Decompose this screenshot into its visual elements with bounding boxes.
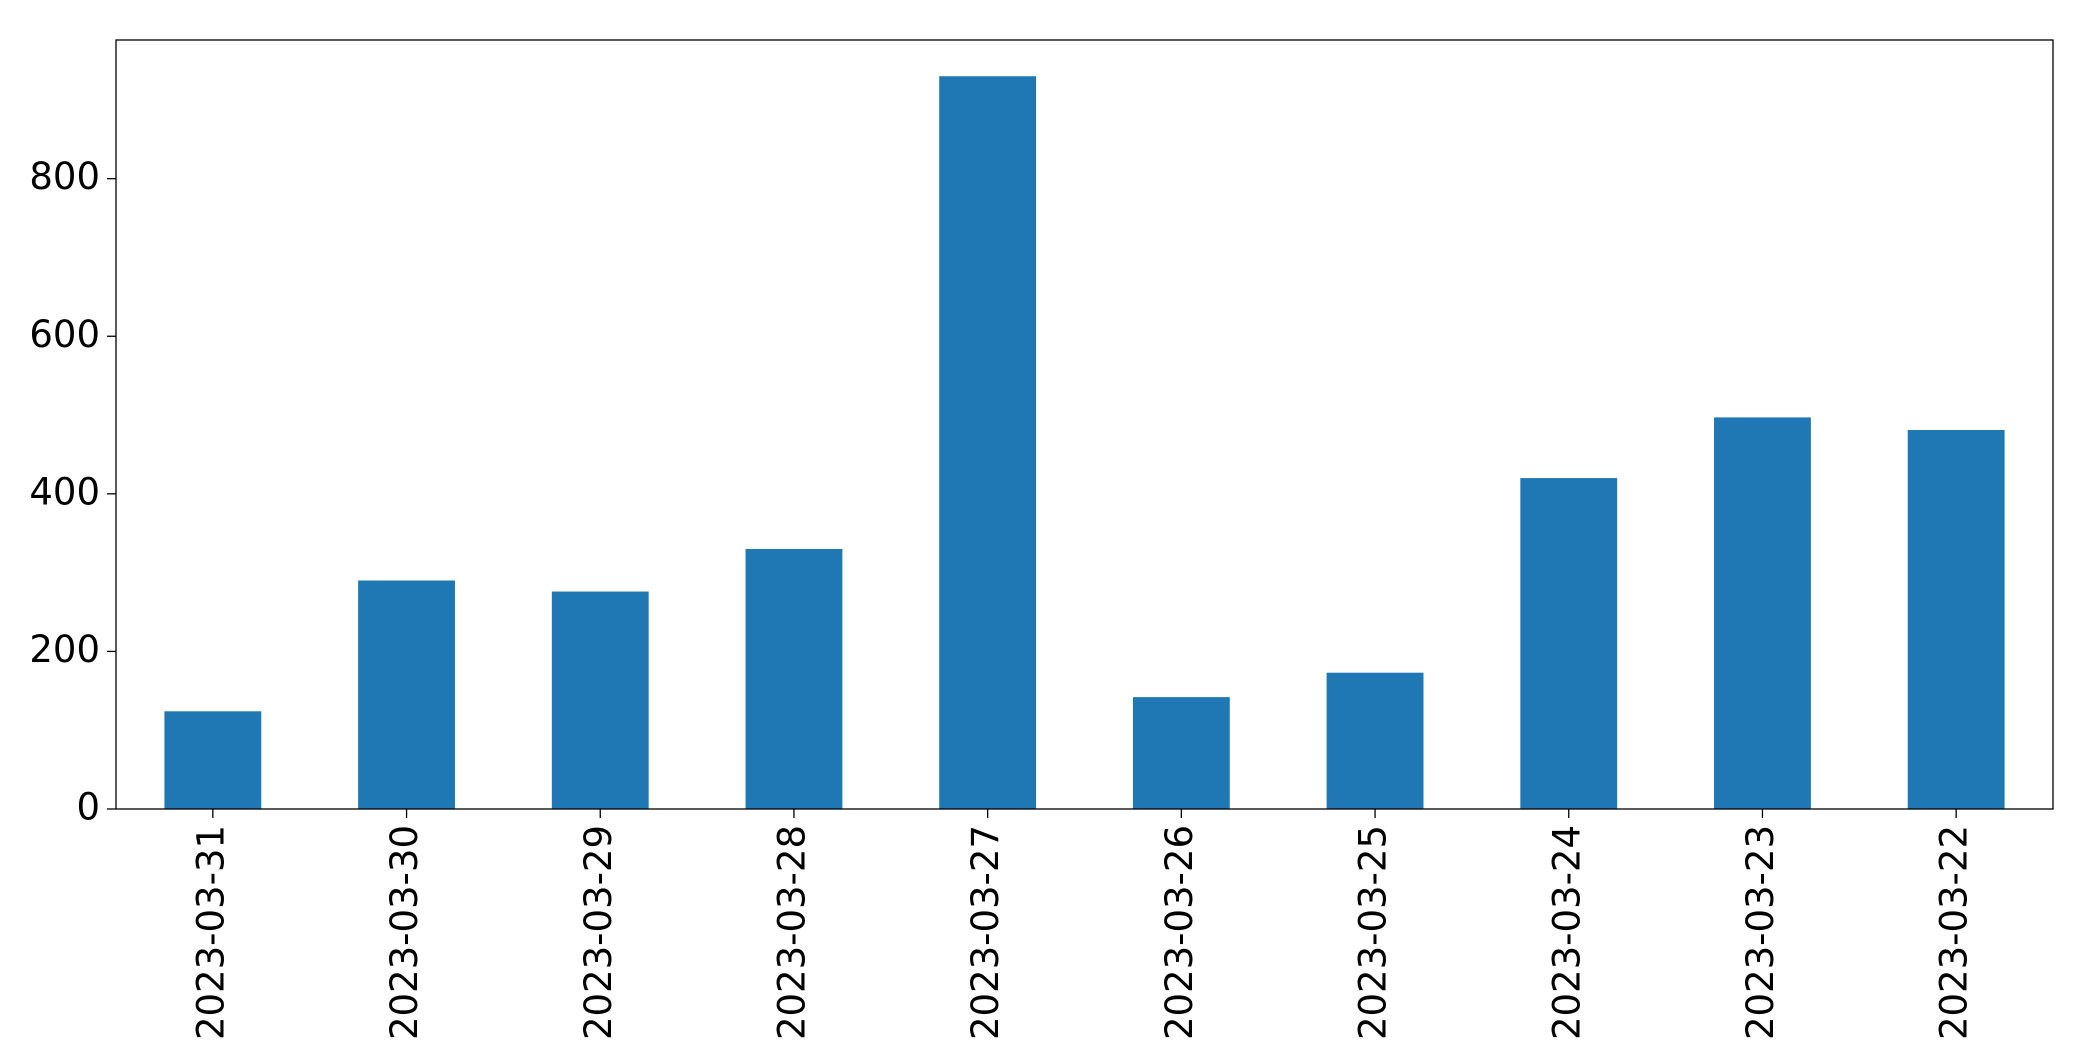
x-tick-label: 2023-03-25 (1352, 825, 1395, 1040)
x-tick-label: 2023-03-24 (1545, 825, 1588, 1040)
y-tick-label: 800 (29, 155, 100, 198)
x-tick-label: 2023-03-31 (189, 825, 232, 1040)
x-tick-label: 2023-03-28 (770, 825, 813, 1040)
bar (358, 580, 455, 809)
y-tick-label: 0 (76, 786, 100, 829)
bar (1714, 417, 1811, 809)
x-tick-label: 2023-03-22 (1933, 825, 1976, 1040)
x-tick-label: 2023-03-23 (1739, 825, 1782, 1040)
y-tick-label: 600 (29, 313, 100, 356)
y-tick-label: 400 (29, 470, 100, 513)
bar (1132, 697, 1230, 809)
plot-frame (115, 39, 2054, 810)
bar (551, 591, 649, 809)
x-tick-label: 2023-03-29 (577, 825, 620, 1040)
bar (1520, 478, 1618, 809)
x-tick-label: 2023-03-26 (1158, 825, 1201, 1040)
x-tick-label: 2023-03-30 (383, 825, 426, 1040)
bar (745, 548, 843, 809)
x-tick-label: 2023-03-27 (964, 825, 1007, 1040)
y-tick-label: 200 (29, 628, 100, 671)
bar (164, 711, 262, 809)
bar (1326, 672, 1424, 809)
bar (1907, 430, 2005, 809)
bar (939, 76, 1037, 810)
